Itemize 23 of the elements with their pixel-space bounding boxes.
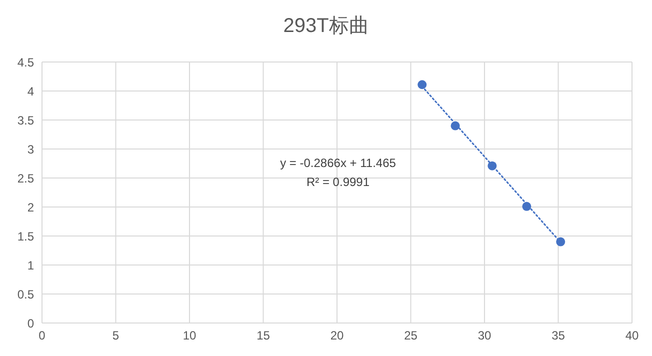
annotation: y = -0.2866x + 11.465 (279, 155, 397, 172)
point (418, 80, 427, 90)
x-tick-label: 15 (256, 328, 270, 343)
y-tick-label: 1.5 (17, 229, 34, 244)
y-tick-label: 0 (27, 316, 34, 330)
y-tick-label: 2.5 (17, 171, 34, 186)
x-tick-label: 0 (38, 328, 46, 343)
x-tick-label: 35 (552, 328, 566, 343)
y-tick-label: 1 (27, 258, 34, 272)
y-tick-label: 3.5 (17, 113, 34, 128)
x-tick-label: 20 (330, 328, 344, 343)
x-tick-label: 40 (625, 328, 639, 343)
chart-title: 293T标曲 (282, 14, 370, 39)
y-tick-label: 2 (27, 200, 34, 214)
y-tick-label: 3 (27, 142, 34, 156)
x-tick-label: 30 (478, 328, 492, 343)
annotation: R² = 0.9991 (305, 174, 371, 191)
y-tick-label: 4 (27, 84, 34, 98)
y-tick-label: 4.5 (17, 55, 34, 70)
x-tick-label: 5 (112, 328, 120, 343)
x-tick-label: 10 (182, 328, 196, 343)
x-tick-label: 25 (404, 328, 418, 343)
y-tick-label: 0.5 (17, 287, 34, 302)
